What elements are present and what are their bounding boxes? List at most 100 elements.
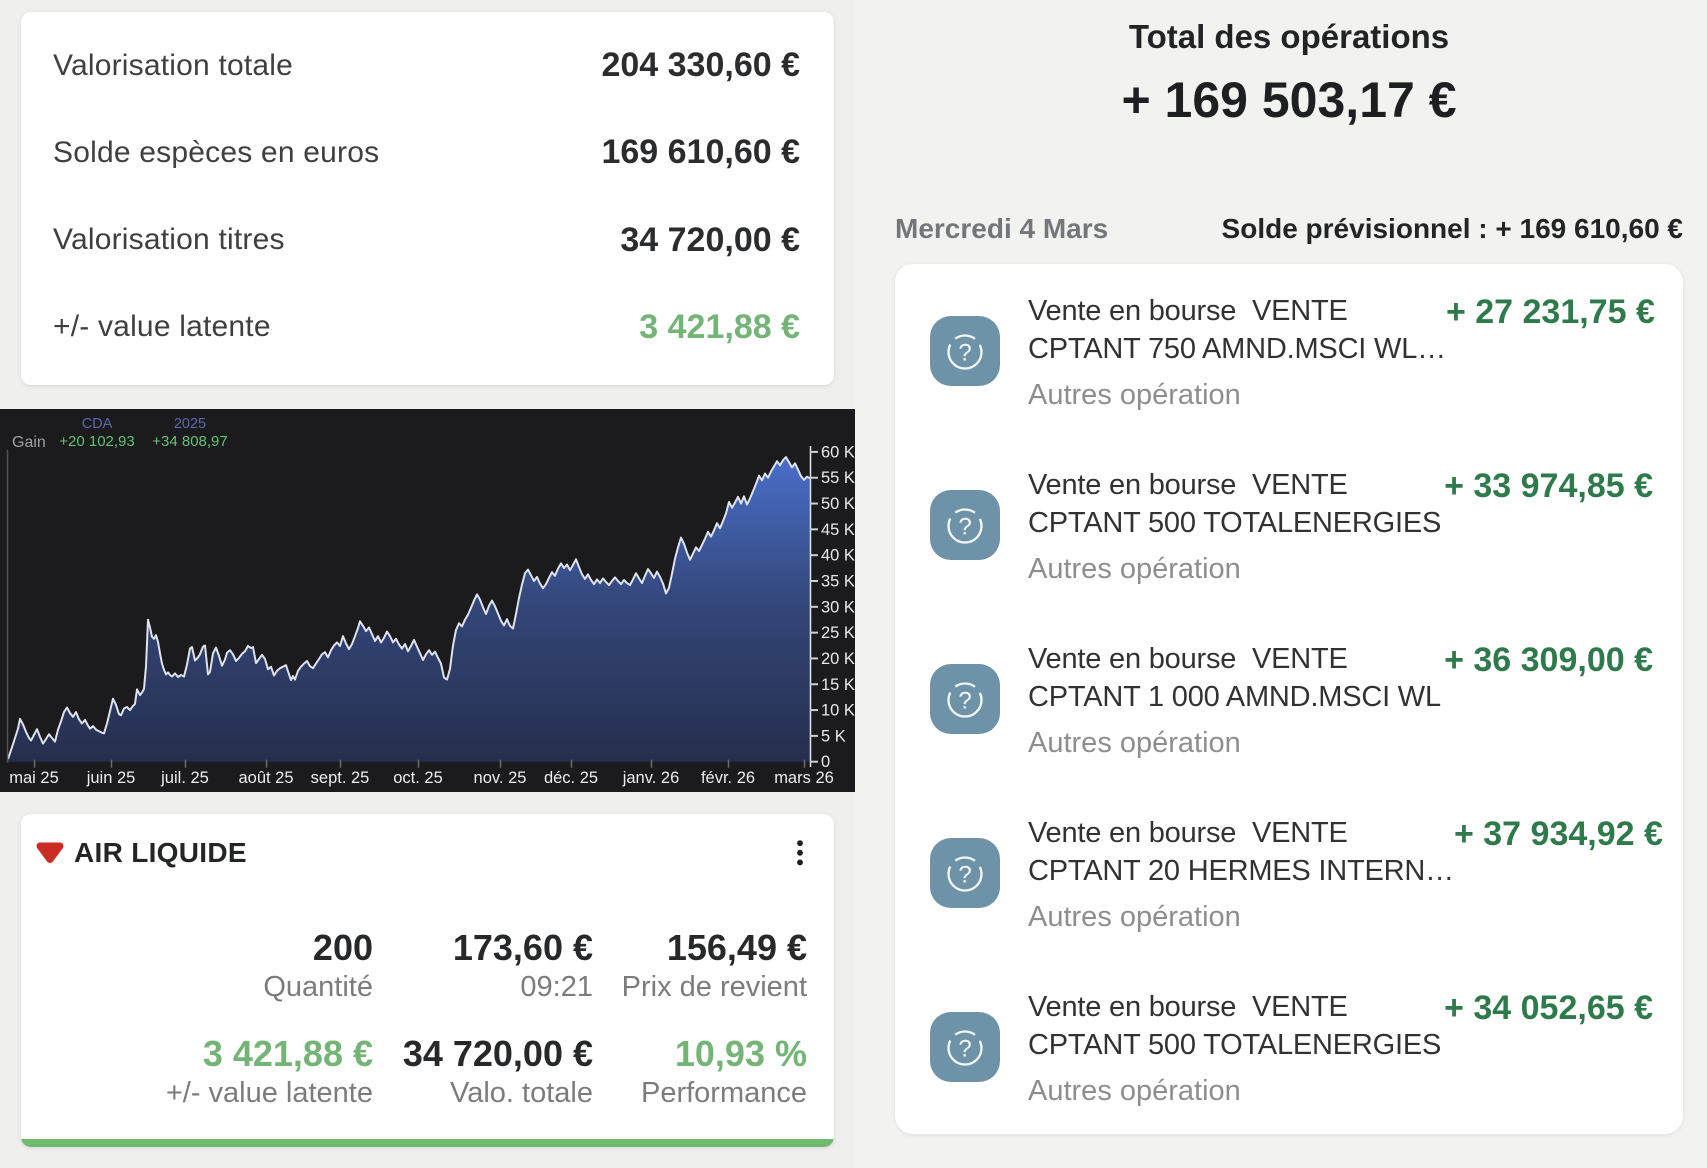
summary-row: Valorisation titres 34 720,00 € bbox=[53, 197, 800, 284]
operation-title-line1: Vente en bourse VENTE bbox=[1028, 817, 1348, 849]
y-axis-label: 10 K bbox=[821, 702, 855, 720]
operation-list-item[interactable]: ? Vente en bourse VENTE CPTANT 500 TOTAL… bbox=[930, 438, 1653, 612]
operation-title-line1: Vente en bourse VENTE bbox=[1028, 643, 1348, 675]
operation-text: Vente en bourse VENTE CPTANT 750 AMND.MS… bbox=[1028, 292, 1446, 410]
y-axis-label: 15 K bbox=[821, 676, 855, 694]
operation-body: Vente en bourse VENTE CPTANT 500 TOTALEN… bbox=[1028, 466, 1653, 584]
chart-legend-cda-name: CDA bbox=[81, 416, 113, 432]
position-metric: 10,93 % Performance bbox=[593, 1032, 807, 1110]
y-axis-label: 30 K bbox=[821, 598, 855, 616]
chart-legend-2025-name: 2025 bbox=[173, 416, 207, 432]
metric-value: 200 bbox=[312, 927, 373, 968]
operation-list-item[interactable]: ? Vente en bourse VENTE CPTANT 20 HERMES… bbox=[930, 786, 1663, 960]
y-axis-label: 35 K bbox=[821, 572, 855, 590]
operation-title-line2: CPTANT 500 TOTALENERGIES bbox=[1028, 1029, 1442, 1061]
chart-legend-cda: CDA +20 102,93 bbox=[59, 416, 135, 451]
metric-value: 173,60 € bbox=[452, 927, 593, 968]
position-metric: 200 Quantité bbox=[55, 926, 373, 1004]
operations-list-card: ? Vente en bourse VENTE CPTANT 750 AMND.… bbox=[895, 264, 1683, 1134]
chart-area bbox=[8, 457, 810, 762]
question-mark-icon: ? bbox=[930, 316, 1000, 386]
operation-text: Vente en bourse VENTE CPTANT 500 TOTALEN… bbox=[1028, 988, 1441, 1106]
summary-label: Valorisation totale bbox=[53, 48, 294, 82]
y-axis-label: 20 K bbox=[821, 650, 855, 668]
red-triangle-down-icon bbox=[36, 842, 64, 863]
operation-body: Vente en bourse VENTE CPTANT 750 AMND.MS… bbox=[1028, 292, 1655, 410]
metric-label: Valo. totale bbox=[450, 1077, 593, 1109]
summary-row: +/- value latente 3 421,88 € bbox=[53, 284, 800, 371]
metric-label: Quantité bbox=[263, 971, 373, 1003]
summary-value: 3 421,88 € bbox=[639, 307, 800, 346]
operation-subtitle: Autres opération bbox=[1028, 379, 1241, 411]
chart-plot: 60 K 55 K 50 K 45 K 40 K 35 K 30 K 25 K 20 K 15 K… bbox=[6, 443, 855, 787]
operations-date: Mercredi 4 Mars bbox=[895, 213, 1109, 244]
summary-label: Valorisation titres bbox=[53, 223, 285, 257]
position-weight-bar bbox=[21, 1139, 834, 1147]
summary-row: Valorisation totale 204 330,60 € bbox=[53, 22, 800, 109]
position-name: AIR LIQUIDE bbox=[74, 837, 247, 868]
y-axis-label: 45 K bbox=[821, 521, 855, 539]
summary-value: 169 610,60 € bbox=[601, 133, 800, 172]
operation-list-item[interactable]: ? Vente en bourse VENTE CPTANT 750 AMND.… bbox=[930, 264, 1655, 438]
position-card-air-liquide[interactable]: AIR LIQUIDE 200 Quantité 173,60 € 09:21 bbox=[21, 814, 834, 1147]
y-axis-label: 25 K bbox=[821, 624, 855, 642]
metric-label: Performance bbox=[640, 1077, 807, 1109]
operation-text: Vente en bourse VENTE CPTANT 500 TOTALEN… bbox=[1028, 466, 1441, 584]
svg-text:?: ? bbox=[958, 688, 971, 715]
question-mark-icon: ? bbox=[930, 838, 1000, 908]
metric-value: 3 421,88 € bbox=[202, 1033, 373, 1074]
position-metric: 156,49 € Prix de revient bbox=[593, 926, 807, 1004]
operation-title-line1: Vente en bourse VENTE bbox=[1028, 469, 1348, 501]
operation-body: Vente en bourse VENTE CPTANT 20 HERMES I… bbox=[1028, 814, 1663, 932]
x-axis-label: juil. 25 bbox=[160, 769, 209, 787]
chart-legend-2025: 2025 +34 808,97 bbox=[152, 416, 228, 451]
x-axis-label: nov. 25 bbox=[474, 769, 527, 787]
x-axis-label: août 25 bbox=[238, 769, 293, 787]
kebab-menu-icon[interactable] bbox=[796, 840, 804, 866]
y-axis-label: 5 K bbox=[821, 727, 846, 745]
position-header: AIR LIQUIDE bbox=[21, 814, 834, 878]
operation-title-line2: CPTANT 500 TOTALENERGIES bbox=[1028, 507, 1442, 539]
y-axis-label: 40 K bbox=[821, 547, 855, 565]
summary-label: Solde espèces en euros bbox=[53, 135, 380, 169]
summary-row: Solde espèces en euros 169 610,60 € bbox=[53, 109, 800, 196]
summary-value: 34 720,00 € bbox=[620, 220, 800, 259]
operation-amount: + 27 231,75 € bbox=[1445, 293, 1655, 331]
question-mark-icon: ? bbox=[930, 664, 1000, 734]
chart-gain-label: Gain bbox=[12, 434, 46, 451]
operation-title-line1: Vente en bourse VENTE bbox=[1028, 991, 1348, 1023]
operation-amount: + 36 309,00 € bbox=[1444, 641, 1653, 679]
chart-legend-2025-value: +34 808,97 bbox=[152, 433, 228, 450]
metric-label: Prix de revient bbox=[621, 971, 807, 1003]
chart-legend-cda-value: +20 102,93 bbox=[59, 433, 135, 450]
operation-title-line2: CPTANT 1 000 AMND.MSCI WL bbox=[1028, 681, 1441, 713]
performance-chart-panel[interactable]: Gain CDA +20 102,93 2025 +34 808,97 bbox=[0, 409, 855, 792]
summary-value: 204 330,60 € bbox=[601, 46, 800, 85]
x-axis-label: févr. 26 bbox=[701, 769, 755, 787]
y-axis-label: 0 bbox=[821, 753, 830, 771]
operations-title: Total des opérations bbox=[1128, 18, 1450, 55]
metric-value: 34 720,00 € bbox=[402, 1033, 593, 1074]
x-axis-label: mai 25 bbox=[9, 769, 59, 787]
y-axis-label: 60 K bbox=[821, 443, 855, 461]
operation-text: Vente en bourse VENTE CPTANT 1 000 AMND.… bbox=[1028, 640, 1441, 758]
metric-label: +/- value latente bbox=[165, 1077, 373, 1109]
x-axis-label: sept. 25 bbox=[311, 769, 370, 787]
operations-column: Total des opérations + 169 503,17 € Merc… bbox=[855, 0, 1707, 1168]
chart-header: Gain CDA +20 102,93 2025 +34 808,97 bbox=[0, 409, 855, 465]
chart-line bbox=[7, 456, 811, 760]
operation-subtitle: Autres opération bbox=[1028, 727, 1241, 759]
position-metrics-grid: 200 Quantité 173,60 € 09:21 156,49 € Pri… bbox=[21, 878, 834, 1110]
svg-text:?: ? bbox=[958, 862, 971, 889]
summary-label: +/- value latente bbox=[53, 310, 271, 344]
operation-title-line1: Vente en bourse VENTE bbox=[1028, 295, 1348, 327]
x-axis-label: déc. 25 bbox=[544, 769, 598, 787]
operations-total: + 169 503,17 € bbox=[1121, 72, 1457, 128]
operation-title-line2: CPTANT 750 AMND.MSCI WL… bbox=[1028, 333, 1446, 365]
position-metric: 3 421,88 € +/- value latente bbox=[55, 1032, 373, 1110]
metric-value: 156,49 € bbox=[666, 927, 807, 968]
operation-list-item[interactable]: ? Vente en bourse VENTE CPTANT 1 000 AMN… bbox=[930, 612, 1653, 786]
svg-text:?: ? bbox=[958, 514, 971, 541]
operation-list-item[interactable]: ? Vente en bourse VENTE CPTANT 500 TOTAL… bbox=[930, 960, 1653, 1134]
